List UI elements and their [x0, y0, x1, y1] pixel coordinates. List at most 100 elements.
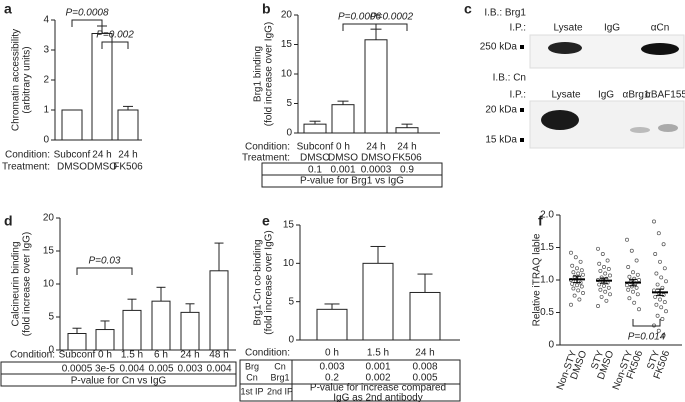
- y-tick-label: 1.0: [540, 275, 554, 286]
- x-tick-label: Subconf: [54, 150, 91, 161]
- bar: [362, 262, 394, 341]
- x-tick-label: 24 h: [180, 350, 199, 361]
- table-cell: 0.003: [319, 362, 344, 373]
- table-caption: P-value for increase compared: [310, 383, 446, 394]
- p-value-label: P=0.0002: [370, 12, 414, 23]
- table-cell: 0.001: [365, 362, 390, 373]
- ib-label: I.B.: Cn: [493, 73, 526, 84]
- table-cell: 0.004: [206, 364, 231, 375]
- row-label: Condition:: [245, 142, 290, 153]
- bar: [117, 109, 139, 141]
- marker-label: 20 kDa: [485, 105, 517, 116]
- bar: [409, 291, 441, 341]
- y-tick-label: 5: [288, 296, 294, 307]
- point: [576, 271, 581, 276]
- point: [664, 309, 668, 314]
- point: [598, 287, 603, 292]
- treatment-label: DMSO: [361, 153, 391, 164]
- y-tick-label: 1.5: [540, 242, 554, 253]
- point: [664, 279, 668, 284]
- y-tick-label: 0.5: [540, 307, 554, 318]
- row-label: Treatment:: [2, 162, 50, 173]
- point: [632, 276, 637, 281]
- table-cell: 0.005: [412, 373, 437, 384]
- y-tick-label: 4: [43, 15, 49, 26]
- panel-label: f: [538, 213, 543, 229]
- point: [581, 291, 585, 295]
- marker-tick: [520, 45, 524, 49]
- panel-label: b: [262, 1, 271, 17]
- point: [653, 252, 658, 256]
- point: [659, 275, 664, 280]
- y-tick-label: 2.0: [540, 210, 554, 221]
- x-tick-label: 0 h: [336, 142, 350, 153]
- bar: [303, 123, 327, 134]
- p-value-label: P=0.014: [628, 332, 666, 343]
- x-tick-label: 1.5 h: [121, 350, 143, 361]
- point: [629, 248, 634, 253]
- point: [600, 252, 605, 256]
- point: [662, 266, 667, 271]
- point: [569, 250, 573, 255]
- ip-label: I.P.:: [510, 23, 527, 34]
- band: [630, 127, 650, 133]
- table-cell: 0.0005: [62, 364, 93, 375]
- table-cell: 0.005: [148, 364, 173, 375]
- point: [631, 270, 635, 275]
- treatment-label: FK506: [392, 153, 422, 164]
- point: [656, 328, 661, 333]
- x-tick-label: 24 h: [366, 142, 385, 153]
- lane-label: Lysate: [553, 23, 583, 34]
- point: [632, 300, 637, 305]
- point: [637, 278, 641, 282]
- x-tick-label: Subconf: [59, 350, 96, 361]
- p-value-label: P=0.03: [89, 256, 121, 267]
- point: [569, 302, 573, 307]
- point: [579, 284, 584, 289]
- row-label: Condition:: [245, 348, 290, 359]
- y-tick-label: 10: [283, 258, 295, 269]
- y-axis-label: Brg1-Cn co-binding: [253, 239, 264, 325]
- treatment-label: DMSO: [87, 162, 117, 173]
- p-value-label: P=0.002: [96, 30, 134, 41]
- table-cell: 0.0003: [361, 165, 392, 176]
- point: [631, 289, 635, 294]
- bar: [180, 311, 200, 351]
- treatment-label: DMSO: [300, 153, 330, 164]
- p-value-label: P=0.0008: [65, 8, 109, 19]
- point: [629, 284, 634, 289]
- point: [572, 293, 577, 298]
- point: [655, 282, 660, 287]
- point: [596, 304, 600, 308]
- panel-label: d: [4, 213, 13, 229]
- point: [606, 267, 611, 271]
- marker-label: 250 kDa: [480, 42, 518, 53]
- lane-label: IgG: [598, 90, 614, 101]
- bar: [67, 333, 87, 351]
- marker-tick: [520, 138, 524, 142]
- y-tick-label: 0: [548, 340, 554, 351]
- point: [635, 272, 640, 277]
- treatment-label: DMSO: [57, 162, 87, 173]
- y-axis-label: (arbitrary units): [22, 46, 33, 113]
- y-axis-label: (fold increase over IgG): [264, 22, 275, 127]
- table-caption: P-value for Cn vs IgG: [71, 376, 167, 387]
- table-head: Cn: [274, 361, 286, 371]
- point: [577, 297, 582, 302]
- y-axis-label: (fold increase over IgG): [264, 230, 275, 335]
- lane-label: IgG: [604, 23, 620, 34]
- bar: [316, 308, 348, 341]
- p-value-label: P=0.0006: [338, 12, 382, 23]
- table-cell: 0.001: [330, 165, 355, 176]
- bracket: [342, 23, 377, 31]
- treatment-label: FK506: [113, 162, 143, 173]
- point: [571, 286, 576, 291]
- y-tick-label: 10: [43, 279, 55, 290]
- point: [661, 333, 666, 338]
- bar: [331, 104, 355, 134]
- point: [626, 265, 631, 269]
- table-cell: 0.008: [412, 362, 437, 373]
- point: [605, 258, 610, 263]
- table-caption: IgG as 2nd antibody: [333, 393, 423, 402]
- point: [634, 285, 639, 290]
